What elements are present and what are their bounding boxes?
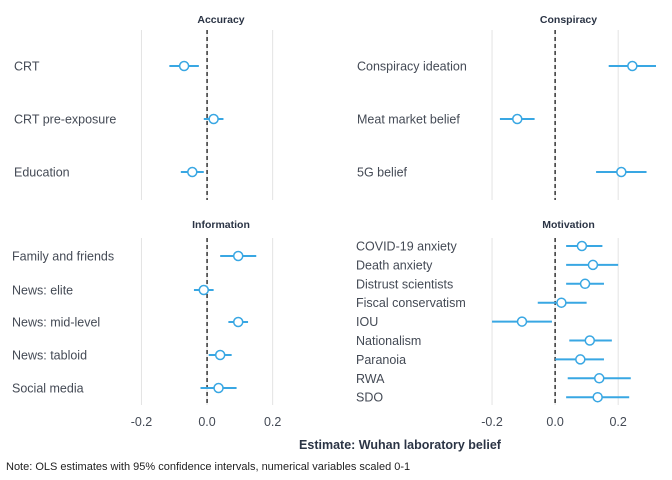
term-label: Paranoia: [356, 353, 406, 367]
x-tick-label: -0.2: [481, 415, 503, 429]
x-tick-label: 0.0: [546, 415, 563, 429]
panel-title-information: Information: [192, 219, 250, 231]
panel-title-accuracy: Accuracy: [197, 14, 244, 26]
term-label: Education: [14, 166, 70, 180]
estimate-point: [516, 316, 528, 327]
estimate-point: [575, 354, 586, 365]
term-label: CRT pre-exposure: [14, 113, 116, 127]
estimate-point: [579, 278, 591, 290]
estimate-point: [593, 373, 605, 384]
term-label: Social media: [12, 382, 84, 396]
term-label: News: elite: [12, 284, 73, 298]
x-axis-label: Estimate: Wuhan laboratory belief: [299, 438, 502, 452]
term-label: Nationalism: [356, 334, 421, 348]
term-label: CRT: [14, 60, 40, 74]
term-label: News: tabloid: [12, 349, 87, 363]
estimate-point: [187, 166, 198, 178]
estimate-point: [213, 382, 224, 394]
estimate-point: [232, 250, 244, 262]
term-label: SDO: [356, 391, 383, 405]
estimate-point: [587, 259, 599, 271]
estimate-point: [627, 60, 638, 72]
estimate-point: [198, 284, 210, 296]
estimate-point: [232, 316, 244, 328]
estimate-point: [208, 113, 219, 125]
footnote: Note: OLS estimates with 95% confidence …: [6, 461, 410, 473]
estimate-point: [178, 60, 190, 72]
term-label: IOU: [356, 315, 378, 329]
term-label: Fiscal conservatism: [356, 296, 466, 310]
x-tick-label: -0.2: [131, 415, 153, 429]
term-label: Meat market belief: [357, 113, 460, 127]
grid-layer: [140, 30, 619, 405]
estimate-point: [584, 335, 596, 346]
panel-title-motivation: Motivation: [542, 219, 595, 231]
estimate-point: [214, 349, 226, 361]
term-label: Family and friends: [12, 250, 114, 264]
estimate-point: [576, 240, 588, 252]
estimate-point: [592, 391, 603, 403]
term-label: Distrust scientists: [356, 277, 453, 291]
estimate-point: [616, 166, 627, 178]
panel-title-conspiracy: Conspiracy: [540, 14, 597, 26]
reference-lines: [206, 30, 556, 405]
x-tick-label: 0.0: [198, 415, 215, 429]
term-label: Death anxiety: [356, 258, 433, 272]
x-tick-label: 0.2: [264, 415, 281, 429]
estimate-point: [556, 297, 567, 308]
term-label: News: mid-level: [12, 316, 100, 330]
term-label: 5G belief: [357, 166, 408, 180]
term-label: COVID-19 anxiety: [356, 240, 457, 254]
text-layer: Accuracy CRT CRT pre-exposure Education Cons…: [12, 14, 627, 429]
term-label: Conspiracy ideation: [357, 60, 467, 74]
estimate-marks: [169, 60, 656, 403]
term-label: RWA: [356, 372, 385, 386]
x-tick-label: 0.2: [609, 415, 626, 429]
estimate-point: [512, 113, 523, 125]
